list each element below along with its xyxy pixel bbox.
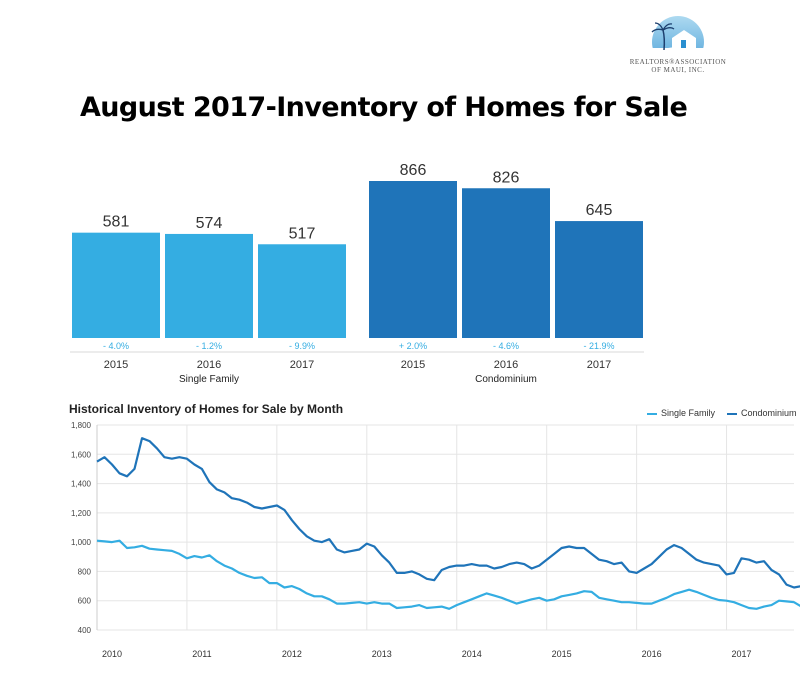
bar-change-label: - 9.9% — [289, 341, 315, 351]
bar-change-label: + 2.0% — [399, 341, 427, 351]
bar-change-label: - 1.2% — [196, 341, 222, 351]
legend-single-family-label: Single Family — [661, 408, 716, 418]
bar-single-family-2017 — [258, 244, 346, 338]
x-year-label: 2011 — [192, 649, 211, 659]
bar-year-label: 2015 — [401, 359, 425, 371]
legend-single-family: Single Family — [647, 408, 715, 418]
bar-group-label: Single Family — [179, 374, 239, 385]
historical-chart-title: Historical Inventory of Homes for Sale b… — [69, 402, 344, 416]
bar-value-label: 581 — [103, 214, 130, 231]
x-year-label: 2012 — [282, 649, 302, 659]
x-year-label: 2016 — [642, 649, 662, 659]
condominium-swatch — [727, 412, 737, 415]
bar-value-label: 645 — [586, 202, 613, 219]
bar-change-label: - 21.9% — [583, 341, 614, 351]
bar-condominium-2015 — [369, 181, 457, 338]
legend-condominium: Condominium — [727, 408, 797, 418]
series-line-single-family — [96, 539, 800, 610]
x-year-label: 2014 — [462, 649, 482, 659]
bar-year-label: 2015 — [104, 359, 128, 371]
y-tick-label: 1,000 — [71, 538, 92, 547]
y-tick-label: 1,400 — [71, 480, 92, 489]
bar-value-label: 517 — [289, 225, 316, 242]
house-palm-logo-icon — [648, 16, 708, 68]
bar-single-family-2016 — [165, 233, 253, 338]
y-tick-label: 1,200 — [71, 509, 92, 518]
y-tick-label: 800 — [78, 567, 92, 576]
bar-change-label: - 4.6% — [493, 341, 519, 351]
bar-year-label: 2017 — [290, 359, 314, 371]
bar-single-family-2015 — [72, 232, 160, 338]
x-year-label: 2017 — [732, 649, 752, 659]
bar-year-label: 2016 — [494, 359, 518, 371]
x-year-label: 2015 — [552, 649, 572, 659]
bar-year-label: 2016 — [197, 359, 221, 371]
x-year-label: 2010 — [102, 649, 122, 659]
y-tick-label: 400 — [78, 626, 92, 635]
bar-value-label: 826 — [493, 169, 520, 186]
bar-group-label: Condominium — [475, 374, 537, 385]
page-title: August 2017-Inventory of Homes for Sale — [80, 92, 688, 123]
logo-line-2: OF MAUI, INC. — [651, 66, 705, 74]
bar-value-label: 866 — [400, 162, 427, 179]
bar-change-label: - 4.0% — [103, 341, 129, 351]
association-logo: REALTORS®ASSOCIATION OF MAUI, INC. — [618, 8, 738, 84]
bar-year-label: 2017 — [587, 359, 611, 371]
bar-condominium-2016 — [462, 188, 550, 338]
series-line-condominium — [96, 437, 800, 589]
y-tick-label: 600 — [78, 597, 92, 606]
y-tick-label: 1,600 — [71, 450, 92, 459]
y-tick-label: 1,800 — [71, 421, 92, 430]
bar-condominium-2017 — [555, 221, 643, 338]
single-family-swatch — [647, 412, 657, 415]
legend-condominium-label: Condominium — [741, 408, 797, 418]
bar-value-label: 574 — [196, 215, 223, 232]
historical-line-chart: 400 600 800 1,000 1,200 1,400 1,600 1,800 2010 20… — [71, 421, 800, 659]
x-year-label: 2013 — [372, 649, 392, 659]
logo-line-1: REALTORS®ASSOCIATION — [629, 58, 727, 66]
inventory-bar-chart: 581 - 4.0% 2015 574 - 1.2% 2016 517 - 9.9% 2017 S… — [70, 162, 644, 385]
